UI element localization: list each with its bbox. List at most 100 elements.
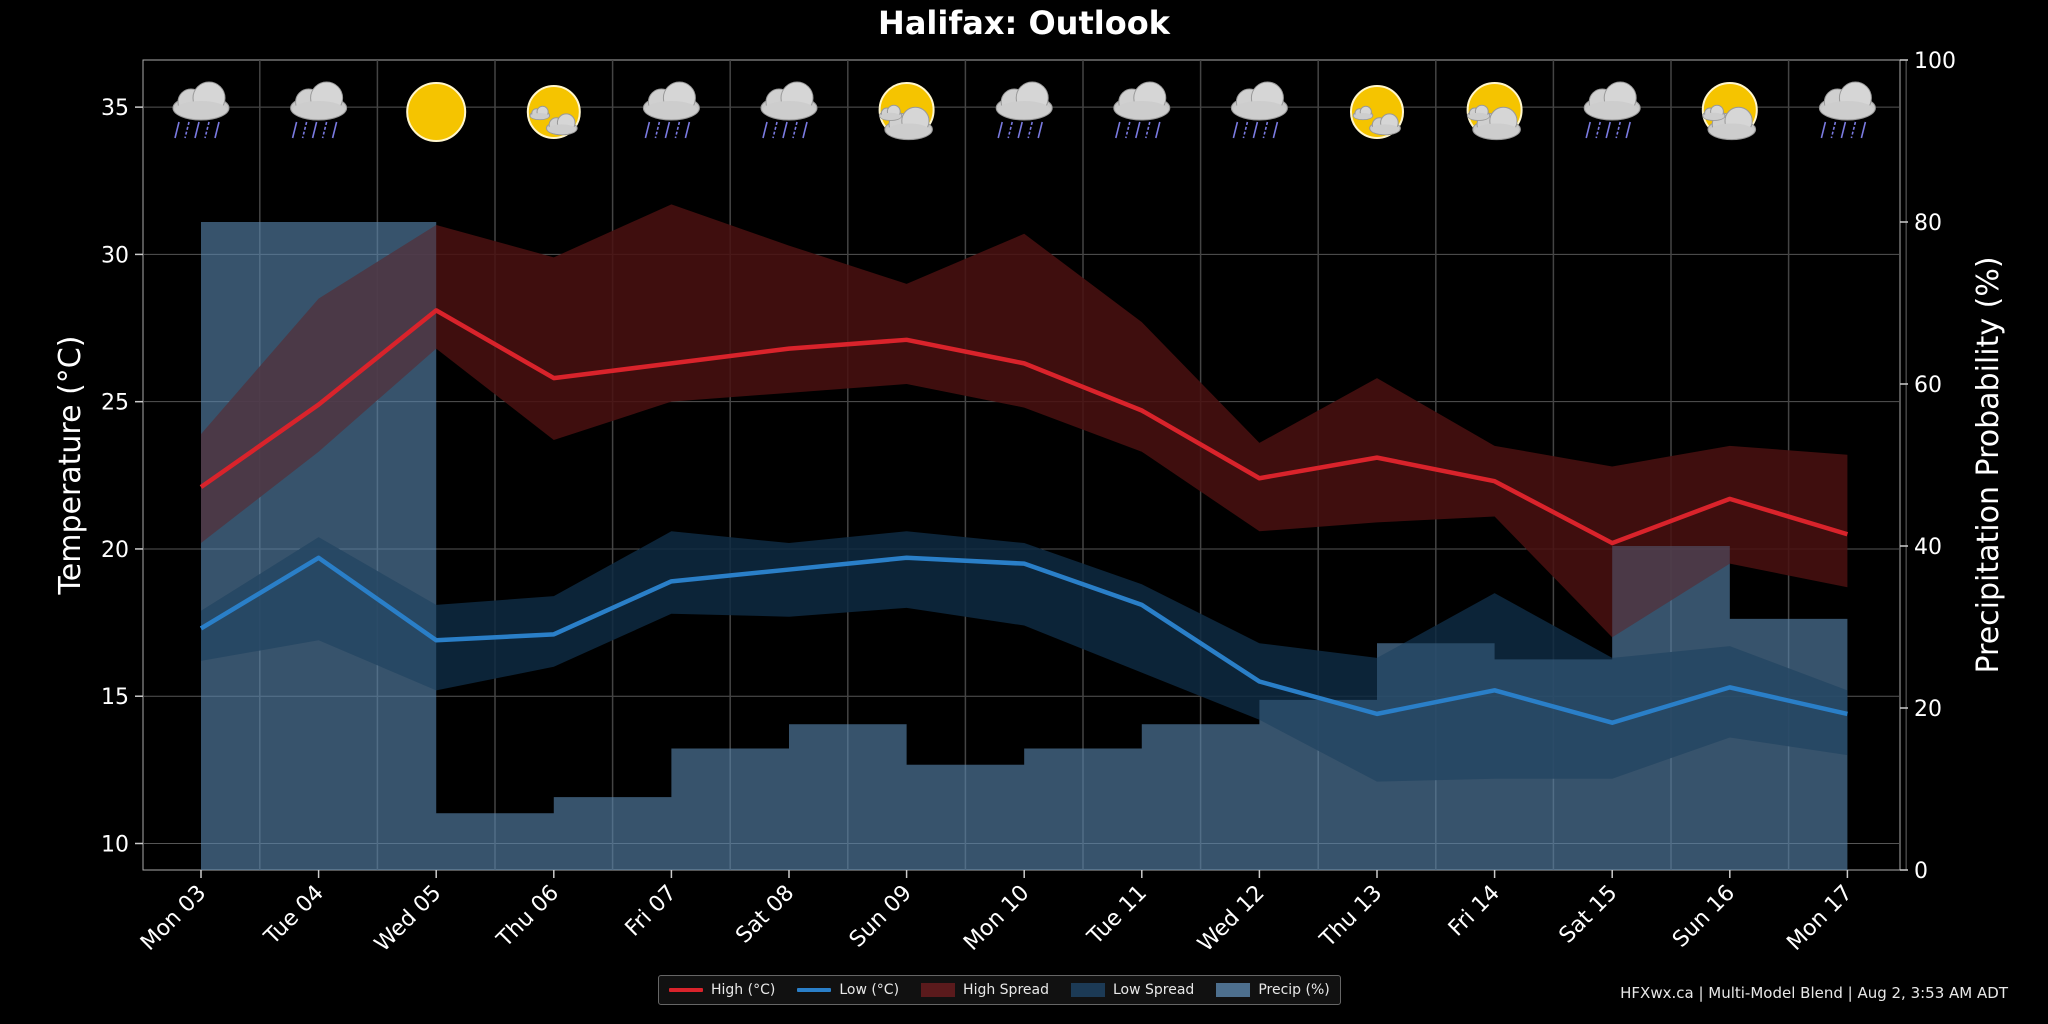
cloud-part [1115,101,1168,119]
rain-drop [1252,121,1259,139]
rain-drop [762,121,768,139]
rain-drop [1840,121,1847,139]
chart-title: Halifax: Outlook [878,4,1171,42]
rain-icon [642,81,700,139]
cloud-part [530,112,549,120]
y-tick-label: 30 [101,243,129,268]
low-spread-band [201,531,1848,782]
rain-drop [1850,121,1857,139]
cloud-part [998,101,1051,119]
legend-swatch [797,988,832,992]
cloud-shape [290,81,348,121]
x-tick-label: Sun 09 [845,881,917,953]
rain-drop [674,121,681,139]
rain-icon [995,81,1053,139]
y-axis-label: Temperature (°C) [53,336,88,596]
rain-drop [1860,121,1867,139]
legend-label: Low (°C) [839,982,900,998]
cloud-part [763,101,815,119]
rain-drop [1027,121,1033,139]
legend-swatch [1070,983,1105,997]
cloud-part [292,101,345,119]
rain-drop [1037,121,1043,139]
cloud-part [886,123,931,139]
rain-drop [1820,121,1827,139]
legend-swatch [669,988,703,992]
rain-drop [1595,121,1601,139]
rain-icon [290,81,348,139]
x-tick-label: Fri 07 [621,881,682,942]
rain-drop [782,121,788,139]
cloud-shape [878,104,903,121]
y2-tick-label: 40 [1914,535,1942,560]
legend-item: Low (°C) [797,982,899,998]
cloud-part [1353,112,1373,120]
cloud-shape [1113,81,1171,121]
cloud-shape [1707,106,1757,141]
cloud-shape [1818,81,1876,121]
rain-drop [684,121,691,139]
cloud-part [547,124,577,135]
high-temp-line [199,308,1849,546]
rain-drop [644,121,651,139]
cloud-shape [1369,113,1401,136]
rain-drop [772,121,778,139]
rain-drop [321,121,328,139]
y-tick-label: 10 [101,832,129,857]
rain-drop [1007,121,1013,139]
cloud-shape [1352,105,1374,121]
x-tick-label: Mon 10 [959,881,1034,956]
cloud-part [1233,101,1286,119]
precip-overlay [201,222,1848,870]
rain-drop [1272,121,1279,139]
rain-drop [1232,121,1239,139]
y2-tick-label: 80 [1914,211,1942,236]
x-tick-label: Mon 03 [136,881,211,956]
rain-drop [1115,121,1121,139]
cloud-shape [760,81,818,121]
partly-cloudy-icon [1701,82,1758,141]
cloud-part [880,112,901,120]
x-tick-label: Tue 11 [1082,881,1152,951]
y-tick-label: 20 [101,538,129,563]
rain-icon [1113,81,1171,139]
cloud-part [1468,112,1489,120]
x-tick-label: Fri 14 [1444,881,1505,942]
legend-item: High Spread [921,982,1049,998]
rain-drop [174,121,180,139]
rain-drop [1262,121,1269,139]
cloud-shape [1466,104,1491,121]
legend-label: Precip (%) [1258,982,1330,998]
rain-drop [1585,121,1591,139]
x-tick-label: Sat 15 [1555,881,1623,949]
x-tick-label: Thu 13 [1315,881,1387,953]
rain-icon [1818,81,1876,139]
cloud-shape [545,113,578,136]
rain-drop [311,121,318,139]
rain-icon [172,81,230,139]
rain-drop [1145,121,1151,139]
cloud-shape [1230,81,1288,121]
y-tick-label: 25 [101,391,129,416]
rain-drop [1242,121,1249,139]
rain-drop [1017,121,1023,139]
rain-drop [1830,121,1837,139]
y2-tick-label: 60 [1914,373,1942,398]
rain-drop [802,121,808,139]
rain-icon [760,81,818,139]
rain-drop [204,121,210,139]
cloud-shape [642,81,700,121]
legend-swatch [921,983,956,997]
y2-tick-label: 100 [1914,49,1956,74]
rain-drop [1155,121,1161,139]
rain-drop [301,121,308,139]
legend-label: High Spread [963,982,1049,998]
y2-tick-label: 20 [1914,697,1942,722]
cloud-shape [1702,104,1726,121]
y2-axis-label: Precipitation Probability (%) [1971,256,2006,673]
cloud-shape [1583,81,1641,121]
cloud-part [1586,101,1639,119]
x-tick-label: Tue 04 [259,881,329,951]
legend-item: Precip (%) [1216,982,1330,998]
